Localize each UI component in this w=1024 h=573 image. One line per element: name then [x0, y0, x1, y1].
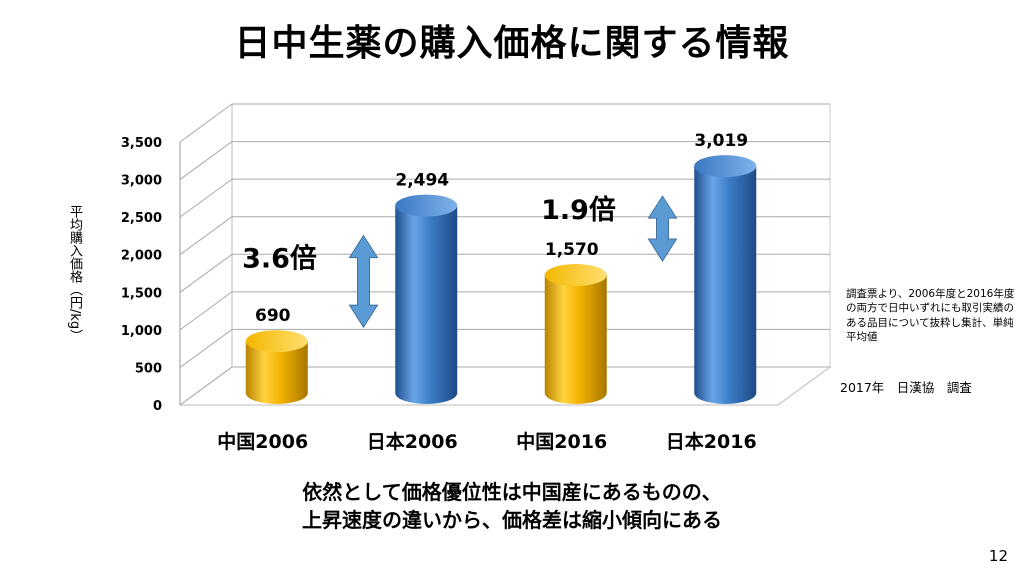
y-tick-label: 2,000 — [121, 249, 162, 264]
x-category-label: 中国2016 — [516, 430, 607, 453]
data-label: 690 — [255, 306, 291, 326]
ratio-arrow — [348, 234, 379, 329]
x-category-label: 中国2006 — [217, 430, 308, 453]
y-tick-label: 2,500 — [121, 211, 162, 226]
bar-top — [245, 330, 308, 353]
chart-bars — [245, 155, 757, 404]
bar-body — [544, 275, 607, 404]
bar-中国2016 — [544, 264, 607, 404]
y-tick-label: 3,000 — [121, 174, 162, 189]
ratio-arrow — [647, 195, 678, 262]
bar-body — [245, 341, 308, 404]
gridline-side — [179, 216, 233, 256]
y-tick-label: 1,500 — [121, 286, 162, 301]
gridline-side — [179, 253, 233, 293]
bar-日本2016 — [694, 155, 757, 404]
y-tick-label: 500 — [135, 361, 162, 376]
gridline-side — [179, 366, 233, 406]
bar-中国2006 — [245, 330, 308, 404]
data-label: 2,494 — [395, 171, 449, 191]
y-axis-ticks: 0 500 1,000 1,500 2,000 2,500 3,000 3,500 — [121, 136, 162, 414]
gridline-side — [179, 291, 233, 331]
data-label: 3,019 — [694, 131, 748, 151]
source-label: 2017年 日漢協 調査 — [840, 380, 972, 395]
x-category-label: 日本2016 — [666, 430, 757, 453]
bar-日本2006 — [395, 194, 458, 404]
conclusion-line-2: 上昇速度の違いから、価格差は縮小傾向にある — [302, 508, 722, 533]
page-number: 12 — [988, 547, 1008, 565]
gridline-side — [179, 178, 233, 218]
gridline-side — [179, 103, 233, 143]
bar-top — [694, 155, 757, 178]
ratio-annotations: 3.6倍 1.9倍 — [242, 194, 678, 329]
gridline-side — [179, 141, 233, 180]
conclusion-line-1: 依然として価格優位性は中国産にあるものの、 — [302, 480, 722, 504]
ratio-label: 3.6倍 — [242, 243, 317, 275]
y-tick-label: 1,000 — [121, 324, 162, 339]
slide-title: 日中生薬の購入価格に関する情報 — [234, 23, 790, 64]
x-category-label: 日本2006 — [367, 430, 458, 453]
data-label: 1,570 — [545, 240, 599, 260]
x-axis-categories: 中国2006 日本2006 中国2016 日本2016 — [217, 430, 756, 453]
y-tick-label: 0 — [153, 399, 162, 414]
bar-top — [395, 194, 458, 217]
conclusion-text: 依然として価格優位性は中国産にあるものの、 上昇速度の違いから、価格差は縮小傾向… — [0, 478, 1024, 535]
data-labels: 690 2,494 1,570 3,019 — [255, 131, 748, 326]
ratio-label: 1.9倍 — [541, 194, 616, 226]
survey-note: 調査票より、2006年度と2016年度の両方で日中いずれにも取引実績のある品目に… — [846, 288, 1015, 344]
bar-body — [694, 166, 757, 404]
y-tick-label: 3,500 — [121, 136, 162, 151]
y-axis-label: 平均購入価格（円/kg） — [67, 205, 82, 343]
gridline-side — [179, 329, 233, 368]
bar-body — [395, 205, 458, 404]
bar-top — [544, 264, 607, 287]
